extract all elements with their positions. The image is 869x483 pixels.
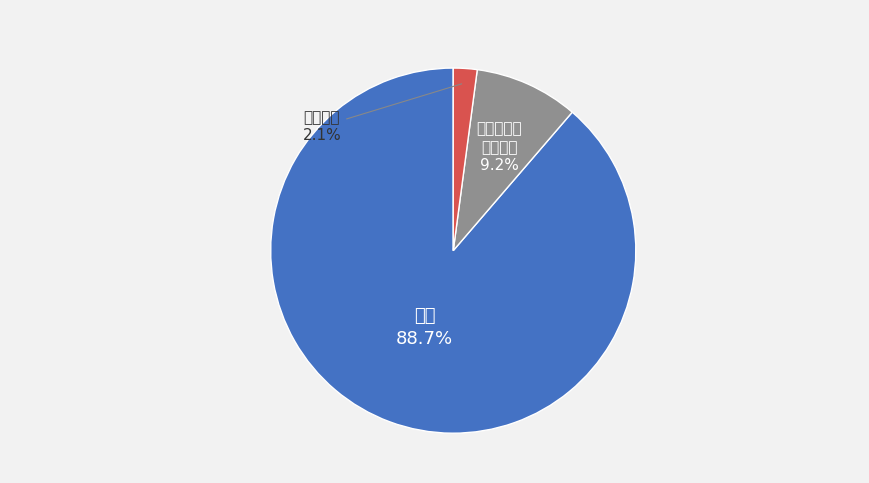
Wedge shape [453,68,477,251]
Wedge shape [453,70,572,251]
Text: 思う
88.7%: 思う 88.7% [395,307,453,348]
Text: どちらとも
言えない
9.2%: どちらとも 言えない 9.2% [476,121,521,173]
Text: 思わない
2.1%: 思わない 2.1% [302,84,461,143]
Wedge shape [270,68,635,433]
